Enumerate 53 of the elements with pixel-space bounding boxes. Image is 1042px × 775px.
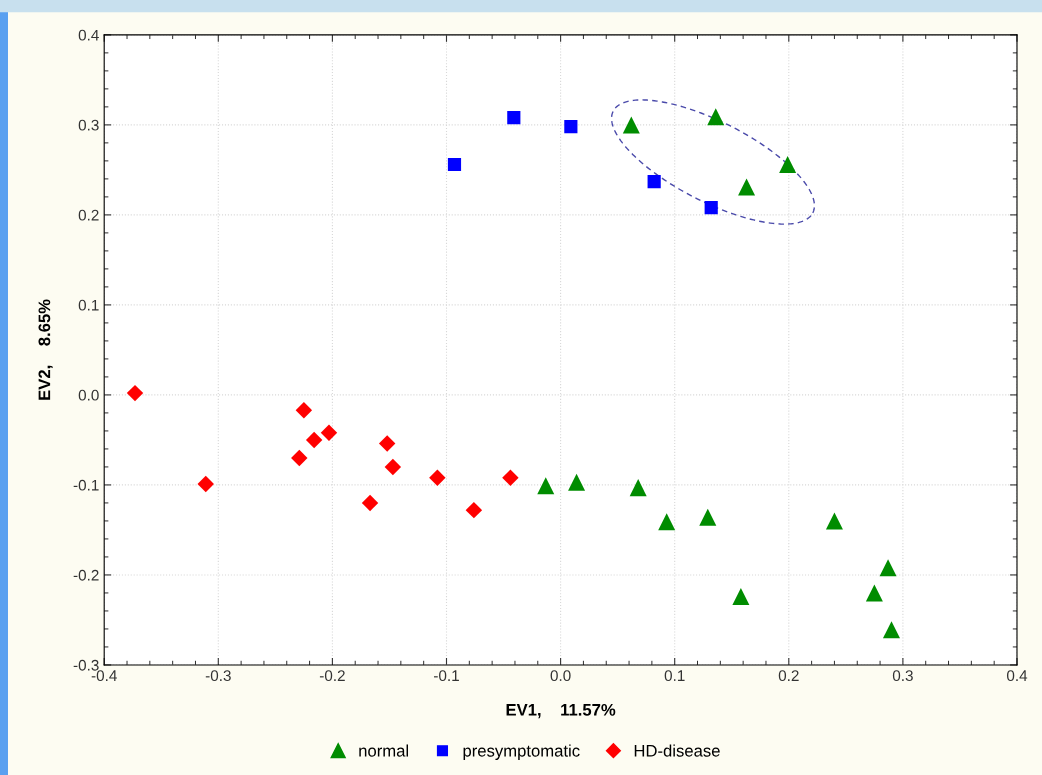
x-tick-label: 0.3 bbox=[892, 670, 913, 682]
point bbox=[291, 449, 308, 467]
legend-label: presymptomatic bbox=[463, 744, 580, 760]
point bbox=[738, 178, 756, 196]
y-tick-label: 0.4 bbox=[78, 29, 99, 41]
y-tick-label: -0.3 bbox=[73, 659, 99, 671]
point bbox=[502, 469, 519, 486]
point bbox=[305, 431, 323, 449]
x-tick-label: -0.2 bbox=[319, 670, 345, 682]
y-tick-label: 0.3 bbox=[78, 119, 99, 131]
point bbox=[658, 513, 676, 531]
x-tick-label: 0.4 bbox=[1006, 670, 1028, 682]
x-tick-label: -0.3 bbox=[205, 670, 231, 682]
point bbox=[647, 175, 661, 189]
point bbox=[361, 494, 379, 512]
y-tick-label: 0.1 bbox=[78, 299, 99, 311]
point bbox=[378, 435, 396, 452]
point bbox=[825, 512, 843, 530]
x-tick-label: 0.1 bbox=[664, 670, 685, 682]
point bbox=[320, 424, 338, 441]
point bbox=[622, 116, 640, 134]
point bbox=[564, 120, 578, 134]
x-tick-label: 0.0 bbox=[550, 670, 571, 682]
point bbox=[879, 559, 897, 577]
point bbox=[568, 473, 586, 491]
y-tick-label: -0.1 bbox=[73, 479, 99, 491]
y-tick-label: -0.2 bbox=[73, 569, 99, 581]
y-axis-title: EV2, 8.65% bbox=[38, 299, 53, 400]
legend-label: normal bbox=[359, 744, 409, 757]
point bbox=[537, 477, 555, 495]
point bbox=[704, 201, 718, 215]
x-tick-label: -0.1 bbox=[434, 670, 459, 682]
point bbox=[882, 621, 900, 639]
legend-label: HD-disease bbox=[634, 744, 720, 757]
y-tick-label: 0.2 bbox=[78, 209, 99, 221]
point bbox=[429, 469, 446, 486]
point bbox=[865, 584, 883, 602]
point bbox=[126, 384, 144, 402]
point bbox=[707, 108, 725, 126]
point bbox=[779, 155, 797, 173]
point bbox=[447, 157, 462, 172]
x-axis-title: EV1, 11.57% bbox=[506, 703, 616, 719]
point bbox=[629, 479, 647, 497]
point bbox=[197, 475, 214, 493]
point bbox=[295, 402, 313, 419]
y-tick-label: 0.0 bbox=[78, 389, 99, 401]
point bbox=[507, 111, 521, 125]
point bbox=[732, 588, 750, 606]
point bbox=[699, 508, 717, 526]
x-tick-label: 0.2 bbox=[778, 670, 799, 682]
x-tick-label: -0.4 bbox=[91, 670, 117, 682]
point bbox=[465, 501, 483, 519]
point bbox=[384, 458, 402, 476]
